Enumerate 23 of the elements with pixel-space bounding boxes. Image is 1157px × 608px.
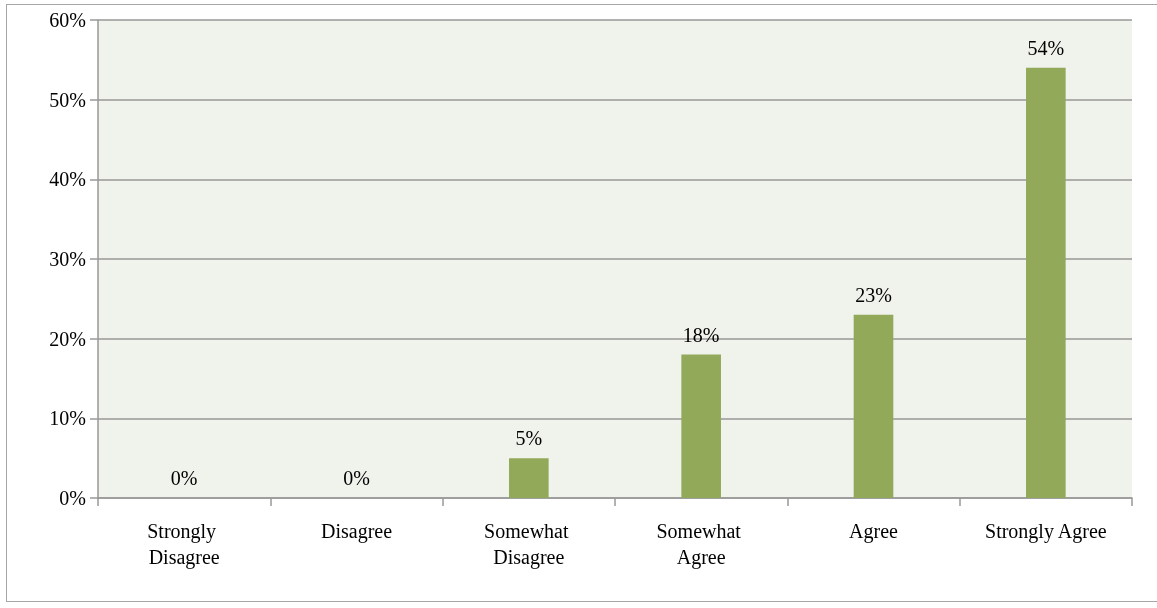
x-tick-label: Somewhat Agree	[656, 520, 746, 569]
bar	[1026, 67, 1066, 498]
y-tick-label: 0%	[59, 487, 86, 509]
y-tick-label: 10%	[49, 407, 86, 430]
data-label: 54%	[1027, 36, 1065, 59]
x-tick-label: Agree	[849, 520, 899, 543]
y-tick-label: 40%	[49, 168, 86, 191]
x-tick-label: Strongly Disagree	[147, 520, 222, 569]
bar	[853, 314, 894, 498]
bar	[681, 354, 721, 498]
data-label: 5%	[515, 427, 543, 450]
data-label: 18%	[682, 323, 720, 346]
data-label: 0%	[343, 467, 370, 489]
x-tick-label: Somewhat Disagree	[484, 520, 574, 569]
y-tick-label: 30%	[49, 248, 86, 270]
bar	[509, 458, 549, 498]
y-tick-label: 20%	[49, 327, 86, 350]
y-tick-label: 60%	[49, 9, 86, 31]
data-label: 0%	[170, 467, 198, 489]
y-tick-label: 50%	[49, 88, 86, 111]
data-label: 23%	[855, 283, 892, 306]
x-tick-label: Strongly Agree	[985, 520, 1107, 543]
x-tick-label: Disagree	[320, 520, 393, 543]
